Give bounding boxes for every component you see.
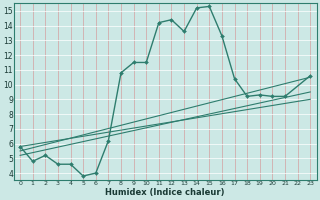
X-axis label: Humidex (Indice chaleur): Humidex (Indice chaleur) bbox=[105, 188, 225, 197]
